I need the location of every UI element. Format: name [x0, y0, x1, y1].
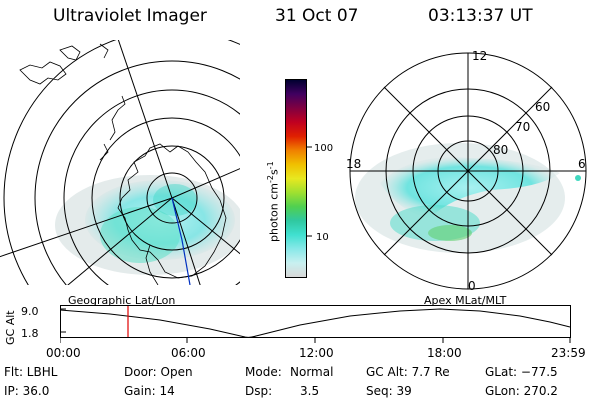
timeline-y-title: GC Alt [4, 310, 17, 345]
x-tick-1200: 12:00 [299, 346, 334, 360]
glon-label: GLon: 270.2 [485, 384, 558, 398]
dsp-label: Dsp: [245, 384, 273, 398]
unit-s: s [267, 169, 281, 176]
mlt-label-0: 0 [468, 279, 476, 293]
date-label: 31 Oct 07 [275, 6, 359, 26]
door-label: Door: Open [124, 365, 193, 379]
timeline-y-max: 9.0 [21, 305, 39, 318]
gain-label: Gain: 14 [124, 384, 175, 398]
mlat-label-80: 80 [493, 143, 508, 157]
seq-label: Seq: 39 [366, 384, 412, 398]
timeline-right-caption: Apex MLat/MLT [424, 294, 507, 307]
instrument-title: Ultraviolet Imager [53, 6, 207, 26]
colorbar-unit-label: photon cm-2s-1 [266, 161, 281, 242]
ip-label: IP: 36.0 [4, 384, 50, 398]
time-label: 03:13:37 UT [428, 6, 533, 26]
mlat-label-70: 70 [515, 120, 530, 134]
mode-value: Normal [290, 365, 334, 379]
unit-exp2: -1 [266, 161, 275, 170]
x-tick-0600: 06:00 [171, 346, 206, 360]
polar-plot: 12 18 6 0 60 70 80 [346, 49, 587, 293]
unit-exp1: -2 [266, 175, 275, 184]
geographic-map [0, 40, 240, 285]
mlt-label-6: 6 [578, 157, 586, 171]
colorbar-ticks: 100 10 [306, 143, 333, 243]
colorbar [285, 79, 307, 278]
timeline-y-min: 1.8 [21, 327, 39, 340]
gc-alt-label: GC Alt: 7.7 Re [366, 365, 450, 379]
mlt-label-12: 12 [472, 49, 487, 63]
mlat-label-60: 60 [535, 100, 550, 114]
dsp-value: 3.5 [300, 384, 320, 398]
unit-text: photon cm [267, 183, 281, 242]
altitude-timeline [60, 305, 571, 343]
flt-label: Flt: LBHL [4, 365, 58, 379]
mode-label: Mode: [245, 365, 282, 379]
colorbar-tick-10: 10 [316, 232, 329, 243]
colorbar-tick-100: 100 [314, 143, 333, 154]
x-tick-1800: 18:00 [427, 346, 462, 360]
x-tick-0000: 00:00 [46, 346, 81, 360]
mlt-label-18: 18 [346, 157, 361, 171]
x-tick-2359: 23:59 [551, 346, 586, 360]
timeline-left-caption: Geographic Lat/Lon [68, 294, 176, 307]
glat-label: GLat: −77.5 [485, 365, 558, 379]
